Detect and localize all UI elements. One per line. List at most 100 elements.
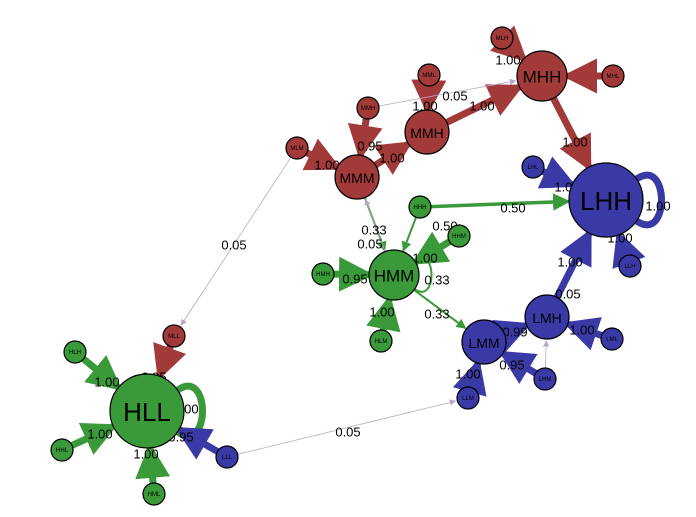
edge-weight-label: 1.00 (469, 99, 494, 114)
edge-mlh-to-mhh (490, 25, 528, 63)
node-hhh: HHH (408, 195, 432, 219)
edge-lhm-to-lmm (498, 350, 540, 384)
node-label: MLH (496, 36, 509, 42)
node-circle (461, 319, 507, 365)
node-mll: MLL (162, 324, 186, 348)
node-label: LHL (527, 165, 539, 171)
node-lhl: LHL (521, 155, 545, 179)
node-label: MHH (523, 68, 562, 87)
node-label: HLL (123, 397, 171, 427)
node-label: MML (422, 73, 436, 79)
edge-weight-label: 0.33 (361, 223, 386, 238)
node-hlm: HLM (369, 329, 393, 353)
node-circle (601, 64, 625, 88)
edge-weight-label: 0.05 (357, 237, 382, 252)
edge-mlm-to-mll (180, 156, 292, 326)
edge-weight-label: 1.00 (455, 367, 480, 382)
node-circle (600, 327, 624, 351)
node-mlm: MLM (285, 136, 309, 160)
edge-lmh-to-lhh (553, 228, 592, 301)
edge-weight-label: 1.00 (379, 151, 404, 166)
node-label: HHL (56, 448, 69, 454)
edge-hhh-to-lhh (429, 193, 571, 211)
node-mml: MML (417, 63, 441, 87)
node-hmh: HMH (311, 262, 335, 286)
edge-weight-label: 0.05 (442, 89, 467, 104)
node-hlh: HLH (63, 340, 87, 364)
node-lmh: LMH (524, 294, 570, 340)
node-circle (334, 154, 380, 200)
node-label: MLM (290, 146, 303, 152)
edges-layer (68, 25, 666, 487)
node-circle (162, 324, 186, 348)
nodes-layer: HLL LHH MHH MMH MMM HMM LMM LMH MLH MML MHL MMH MLM M… (50, 26, 644, 506)
node-label: MHL (607, 74, 620, 80)
node-circle (311, 262, 335, 286)
node-circle (417, 63, 441, 87)
edge-weight-label: 0.95 (357, 139, 382, 154)
node-circle (369, 329, 393, 353)
edge-weight-label: 1.00 (495, 53, 520, 68)
node-circle (533, 367, 557, 391)
node-lml: LML (600, 327, 624, 351)
node-lmm: LMM (461, 319, 507, 365)
node-label: MMH (410, 125, 443, 141)
node-hhm: HHM (447, 224, 471, 248)
node-label: LLL (222, 455, 233, 461)
node-label: LML (606, 337, 618, 343)
node-label: LLH (624, 264, 635, 270)
node-mmhs: MMH (356, 96, 380, 120)
node-hhl: HHL (50, 438, 74, 462)
node-label: HLH (69, 350, 81, 356)
edge-weight-label: 0.99 (502, 325, 527, 340)
edge-hmm-to-lmm (413, 288, 467, 329)
edge-mmh-to-mhh (443, 84, 525, 126)
node-circle (568, 162, 644, 238)
edge-weight-label: 1.00 (314, 158, 339, 173)
edge-lmm-to-lmh (492, 319, 532, 353)
edge-hml-to-hll (135, 442, 171, 487)
edge-weight-label: 0.05 (335, 425, 360, 440)
node-llm: LLM (456, 386, 480, 410)
edge-weight-label: 1.00 (87, 427, 112, 442)
edge-weight-label: 1.00 (569, 323, 594, 338)
edge-weight-label: 0.50 (500, 201, 525, 216)
edge-lhm-to-lmh (542, 340, 550, 369)
node-circle (521, 155, 545, 179)
node-circle (109, 373, 185, 449)
edge-weight-label: 1.00 (133, 447, 158, 462)
node-circle (618, 254, 642, 278)
node-label: HHH (414, 205, 427, 211)
node-label: MLL (168, 334, 180, 340)
node-circle (285, 136, 309, 160)
node-circle (447, 224, 471, 248)
node-label: HMM (374, 267, 415, 286)
edge-llm-to-lmm (452, 358, 487, 397)
node-circle (142, 482, 166, 506)
node-circle (63, 340, 87, 364)
node-circle (368, 249, 420, 301)
node-llh: LLH (618, 254, 642, 278)
node-label: LHH (580, 186, 632, 216)
node-label: LMH (532, 310, 562, 326)
edge-weight-label: 1.00 (645, 199, 670, 214)
edge-labels-layer: 1.001.00 1.000.050.951.001.001.001.001.00… (87, 53, 670, 462)
node-label: HHM (452, 234, 466, 240)
edge-lll-to-hll (174, 426, 221, 460)
node-circle (356, 96, 380, 120)
edge-llh-to-lhh (612, 230, 646, 269)
edge-lhh-to-lhh (633, 171, 666, 229)
node-lhh: LHH (568, 162, 644, 238)
node-circle (490, 26, 514, 50)
node-label: HML (148, 492, 161, 498)
node-mhl: MHL (601, 64, 625, 88)
edge-weight-label: 0.05 (221, 238, 246, 253)
edge-hmm-to-mmm (364, 198, 386, 253)
edge-weight-label: 0.33 (424, 307, 449, 322)
edge-weight-label: 1.00 (412, 251, 437, 266)
edge-weight-label: 1.00 (562, 135, 587, 150)
node-lhm: LHM (533, 367, 557, 391)
edge-mll-to-hll (153, 342, 187, 381)
node-label: LLM (462, 396, 474, 402)
node-circle (516, 50, 568, 102)
